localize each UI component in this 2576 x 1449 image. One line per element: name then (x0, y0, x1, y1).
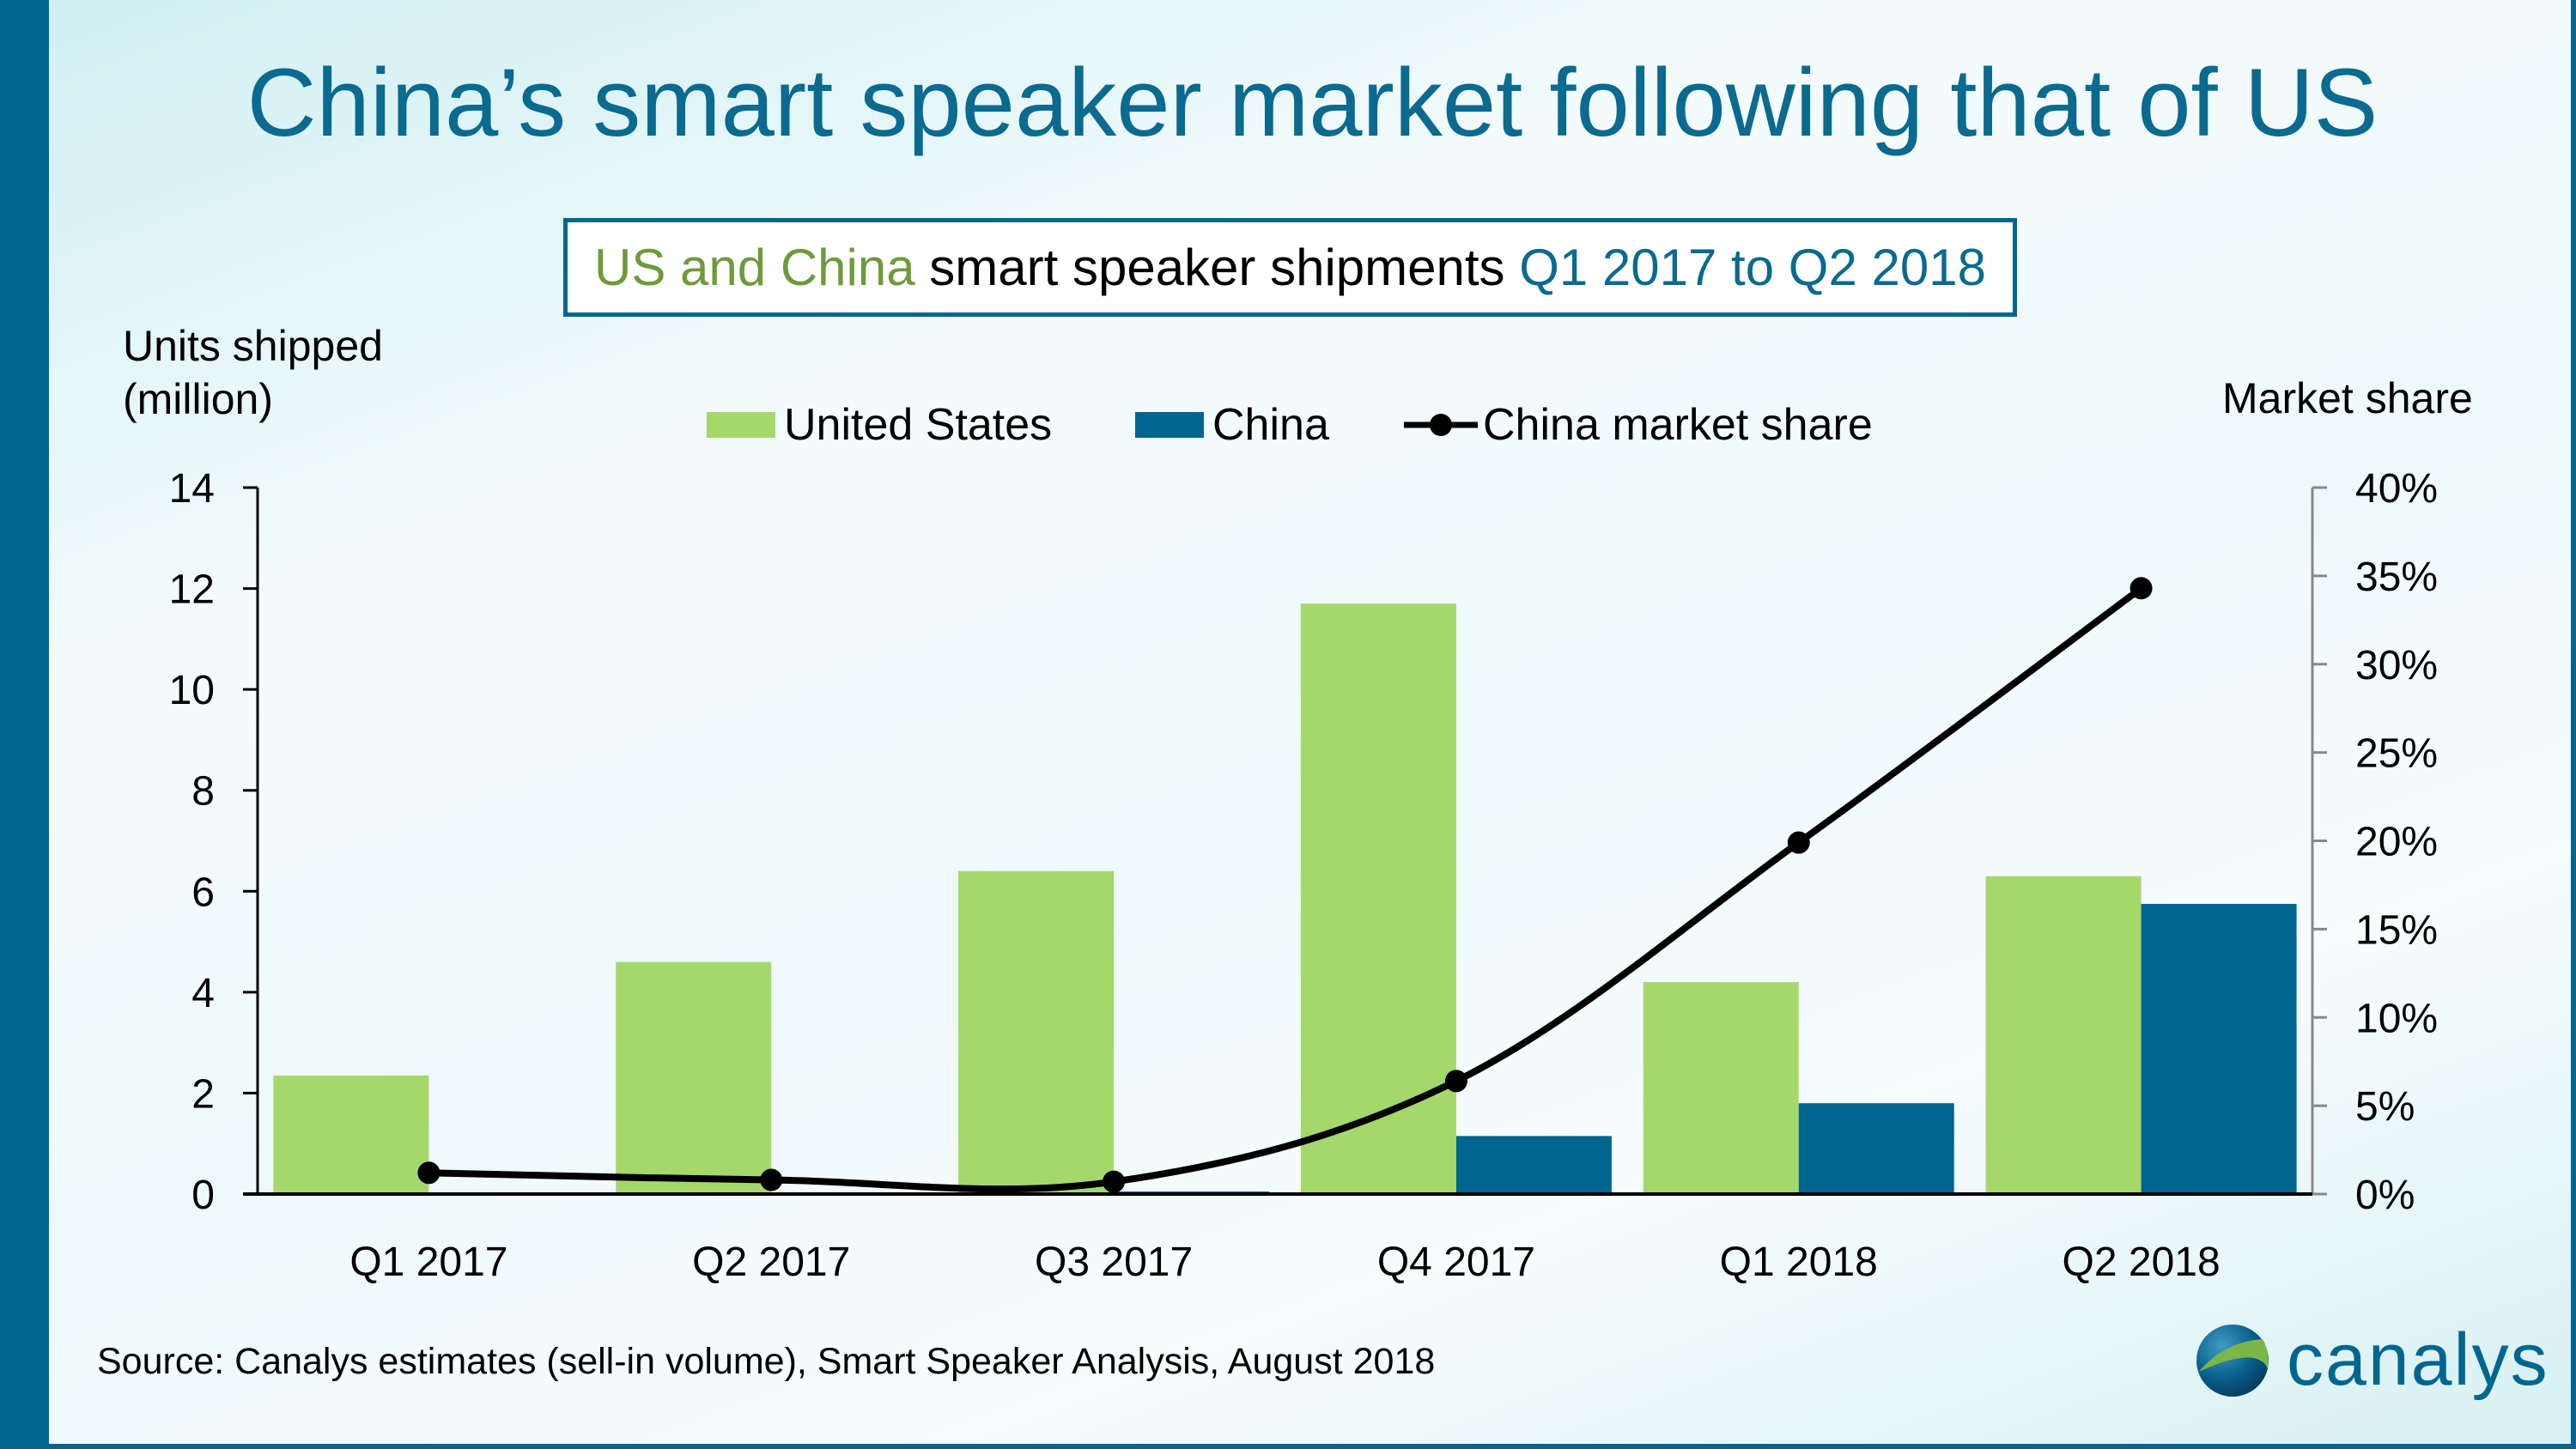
bar-us (1985, 876, 2142, 1194)
bar-us (273, 1075, 429, 1194)
y2-tick-label: 40% (2355, 466, 2438, 512)
canalys-logo: canalys (2194, 1318, 2549, 1403)
y2-tick-label: 30% (2355, 643, 2438, 688)
y2-tick-label: 10% (2355, 996, 2438, 1041)
legend-item-share: China market share (1402, 395, 1873, 455)
x-tick-label: Q3 2017 (1035, 1240, 1193, 1285)
y2-axis-label: Market share (2222, 374, 2473, 422)
y-tick-label: 8 (191, 769, 215, 815)
logo-wordmark: canalys (2287, 1319, 2549, 1401)
bar-china (1455, 1136, 1612, 1194)
line-point-china-share (1787, 831, 1810, 854)
legend-label-china: China (1212, 400, 1329, 450)
x-tick-label: Q2 2017 (692, 1240, 850, 1285)
page-title: China’s smart speaker market following t… (246, 49, 2379, 156)
x-tick-label: Q2 2018 (2063, 1240, 2221, 1285)
bar-us (1300, 603, 1456, 1194)
y-tick-label: 10 (169, 668, 215, 713)
y2-tick-label: 15% (2355, 907, 2438, 953)
y2-tick-label: 35% (2355, 555, 2438, 600)
bar-china (1798, 1103, 1954, 1194)
left-accent-stripe (0, 0, 49, 1449)
globe-logo-icon (2196, 1324, 2269, 1397)
line-point-china-share (1444, 1070, 1467, 1093)
source-note: Source: Canalys estimates (sell-in volum… (97, 1341, 1436, 1382)
legend-swatch-us (707, 412, 775, 438)
x-tick-label: Q1 2018 (1720, 1240, 1878, 1285)
y-tick-label: 12 (169, 567, 215, 613)
x-tick-label: Q4 2017 (1377, 1240, 1535, 1285)
legend-label-us: United States (784, 400, 1053, 450)
subtitle-part-countries: US and China (594, 239, 915, 296)
legend-line-marker-icon (1404, 414, 1478, 436)
y-tick-label: 14 (169, 466, 215, 512)
line-point-china-share (417, 1161, 440, 1185)
y-tick-label: 0 (191, 1173, 215, 1218)
y2-tick-label: 0% (2355, 1173, 2415, 1218)
bar-us (958, 870, 1115, 1194)
chart-subtitle-box: US and China smart speaker shipments Q1 … (563, 218, 2017, 317)
y-axis-label-line1: Units shipped (123, 322, 383, 370)
legend-item-china: China (1135, 395, 1329, 455)
y-axis-label-line2: (million) (123, 375, 273, 423)
y2-tick-label: 20% (2355, 820, 2438, 865)
bar-china (2141, 903, 2297, 1194)
y-axis-label: Units shipped (million) (123, 319, 383, 426)
x-tick-label: Q1 2017 (349, 1240, 507, 1285)
subtitle-part-middle: smart speaker shipments (914, 239, 1520, 296)
legend-item-us: United States (707, 395, 1052, 455)
y2-tick-label: 5% (2355, 1084, 2415, 1130)
bar-us (1643, 982, 1799, 1194)
y2-tick-label: 25% (2355, 731, 2438, 777)
subtitle-part-period: Q1 2017 to Q2 2018 (1519, 239, 1986, 296)
bar-us (616, 961, 772, 1194)
line-point-china-share (760, 1168, 783, 1191)
line-point-china-share (2129, 577, 2153, 600)
line-point-china-share (1103, 1170, 1126, 1193)
y-tick-label: 4 (191, 971, 215, 1016)
legend-label-share: China market share (1483, 400, 1873, 450)
series-line-china-share (428, 585, 2143, 1193)
y-tick-label: 2 (191, 1071, 215, 1117)
y-tick-label: 6 (191, 870, 215, 915)
legend-swatch-china (1135, 412, 1204, 438)
